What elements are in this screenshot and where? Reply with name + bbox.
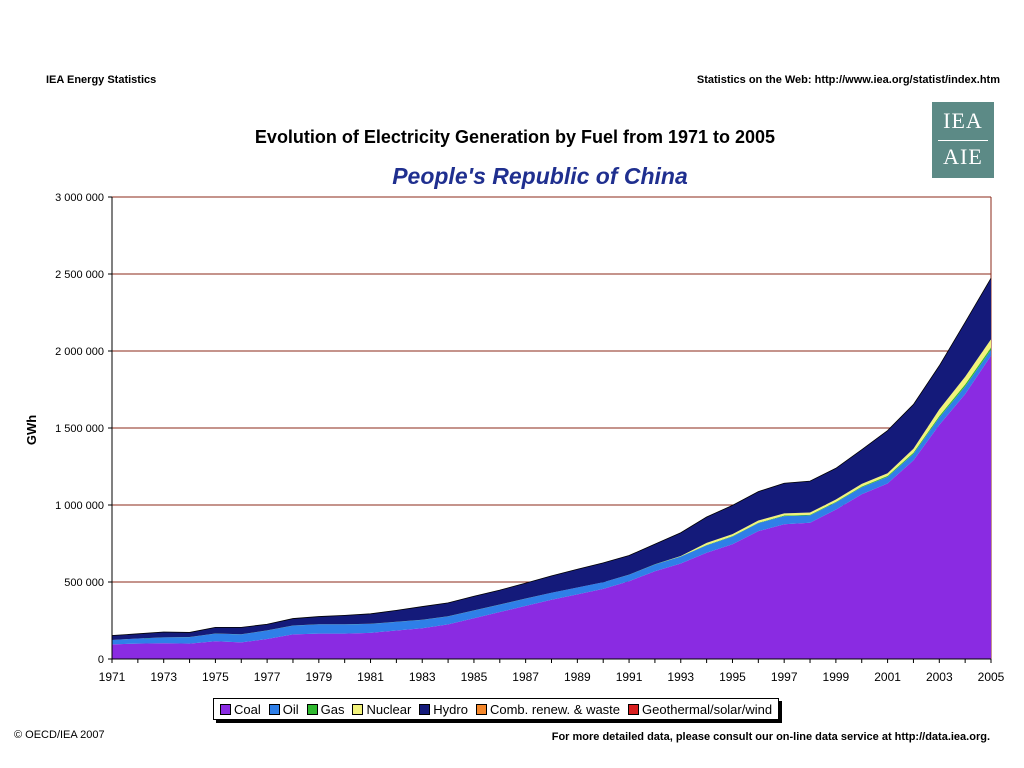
legend-label: Geothermal/solar/wind	[642, 701, 773, 717]
legend-item: Comb. renew. & waste	[475, 701, 621, 717]
legend-label: Comb. renew. & waste	[489, 701, 621, 717]
y-tick-label: 2 500 000	[55, 269, 104, 281]
legend-item: Nuclear	[352, 702, 411, 717]
x-tick-label: 1977	[254, 670, 281, 684]
legend-swatch	[306, 703, 318, 715]
iea-logo: IEA AIE	[932, 102, 994, 178]
legend-swatch	[268, 703, 280, 715]
stack-outline	[111, 277, 992, 636]
y-tick-label: 1 000 000	[55, 500, 104, 512]
header-right-text: Statistics on the Web: http://www.iea.or…	[696, 74, 1000, 86]
legend-swatch	[628, 703, 640, 715]
header-left-text: IEA Energy Statistics	[46, 74, 157, 86]
x-tick-label: 1987	[512, 670, 539, 684]
x-tick-label: 1975	[202, 670, 229, 684]
legend-item: Coal	[220, 702, 261, 717]
legend-item: Gas	[306, 701, 345, 717]
x-tick-label: 1995	[719, 670, 746, 684]
x-tick-label: 1971	[99, 670, 126, 684]
x-tick-label: 1981	[357, 670, 384, 684]
y-axis-label: GWh	[24, 415, 39, 445]
x-tick-label: 1973	[150, 670, 177, 684]
copyright-text: © OECD/IEA 2007	[14, 729, 105, 741]
logo-divider	[938, 140, 988, 141]
area-layer	[111, 277, 992, 659]
axis-layer: 0 500 000 1 000 000 1 500 000 2 000 000 2 500…	[55, 192, 1005, 684]
y-tick-label: 1 500 000	[55, 423, 104, 435]
legend-swatch	[352, 703, 364, 715]
x-tick-label: 1991	[616, 670, 643, 684]
y-tick-label: 2 000 000	[55, 346, 104, 358]
legend-label: Gas	[320, 701, 345, 717]
chart-subtitle: People's Republic of China	[392, 163, 688, 189]
logo-bottom-text: AIE	[943, 144, 983, 169]
legend-swatch	[475, 703, 487, 715]
x-tick-label: 2001	[874, 670, 901, 684]
x-tick-label: 1985	[461, 670, 488, 684]
x-tick-label: 2003	[926, 670, 953, 684]
x-tick-label: 1993	[667, 670, 694, 684]
area-coal	[112, 355, 991, 659]
x-tick-label: 1979	[305, 670, 332, 684]
legend-swatch	[419, 703, 431, 715]
footer-note: For more detailed data, please consult o…	[551, 731, 990, 743]
legend-label: Oil	[282, 701, 299, 717]
chart-title: Evolution of Electricity Generation by F…	[254, 127, 776, 147]
y-tick-label: 0	[98, 654, 104, 666]
legend-item: Hydro	[419, 702, 468, 717]
logo-top-text: IEA	[943, 108, 983, 133]
y-tick-label: 3 000 000	[55, 192, 104, 204]
legend-swatch	[220, 703, 231, 715]
legend-label: Hydro	[433, 701, 468, 717]
x-tick-label: 1999	[823, 670, 850, 684]
x-tick-label: 1983	[409, 670, 436, 684]
legend-label: Nuclear	[366, 701, 412, 717]
x-tick-label: 1989	[564, 670, 591, 684]
chart-legend: Coal Oil Gas Nuclear Hydro Comb. renew. & was…	[213, 698, 780, 720]
legend-item: Oil	[268, 701, 299, 717]
legend-label: Coal	[234, 701, 261, 717]
y-tick-label: 500 000	[64, 577, 104, 589]
x-tick-label: 1997	[771, 670, 798, 684]
chart-plot: 0 500 000 1 000 000 1 500 000 2 000 000 2 500…	[24, 192, 1005, 684]
legend-item: Geothermal/solar/wind	[628, 702, 772, 717]
x-tick-label: 2005	[978, 670, 1005, 684]
